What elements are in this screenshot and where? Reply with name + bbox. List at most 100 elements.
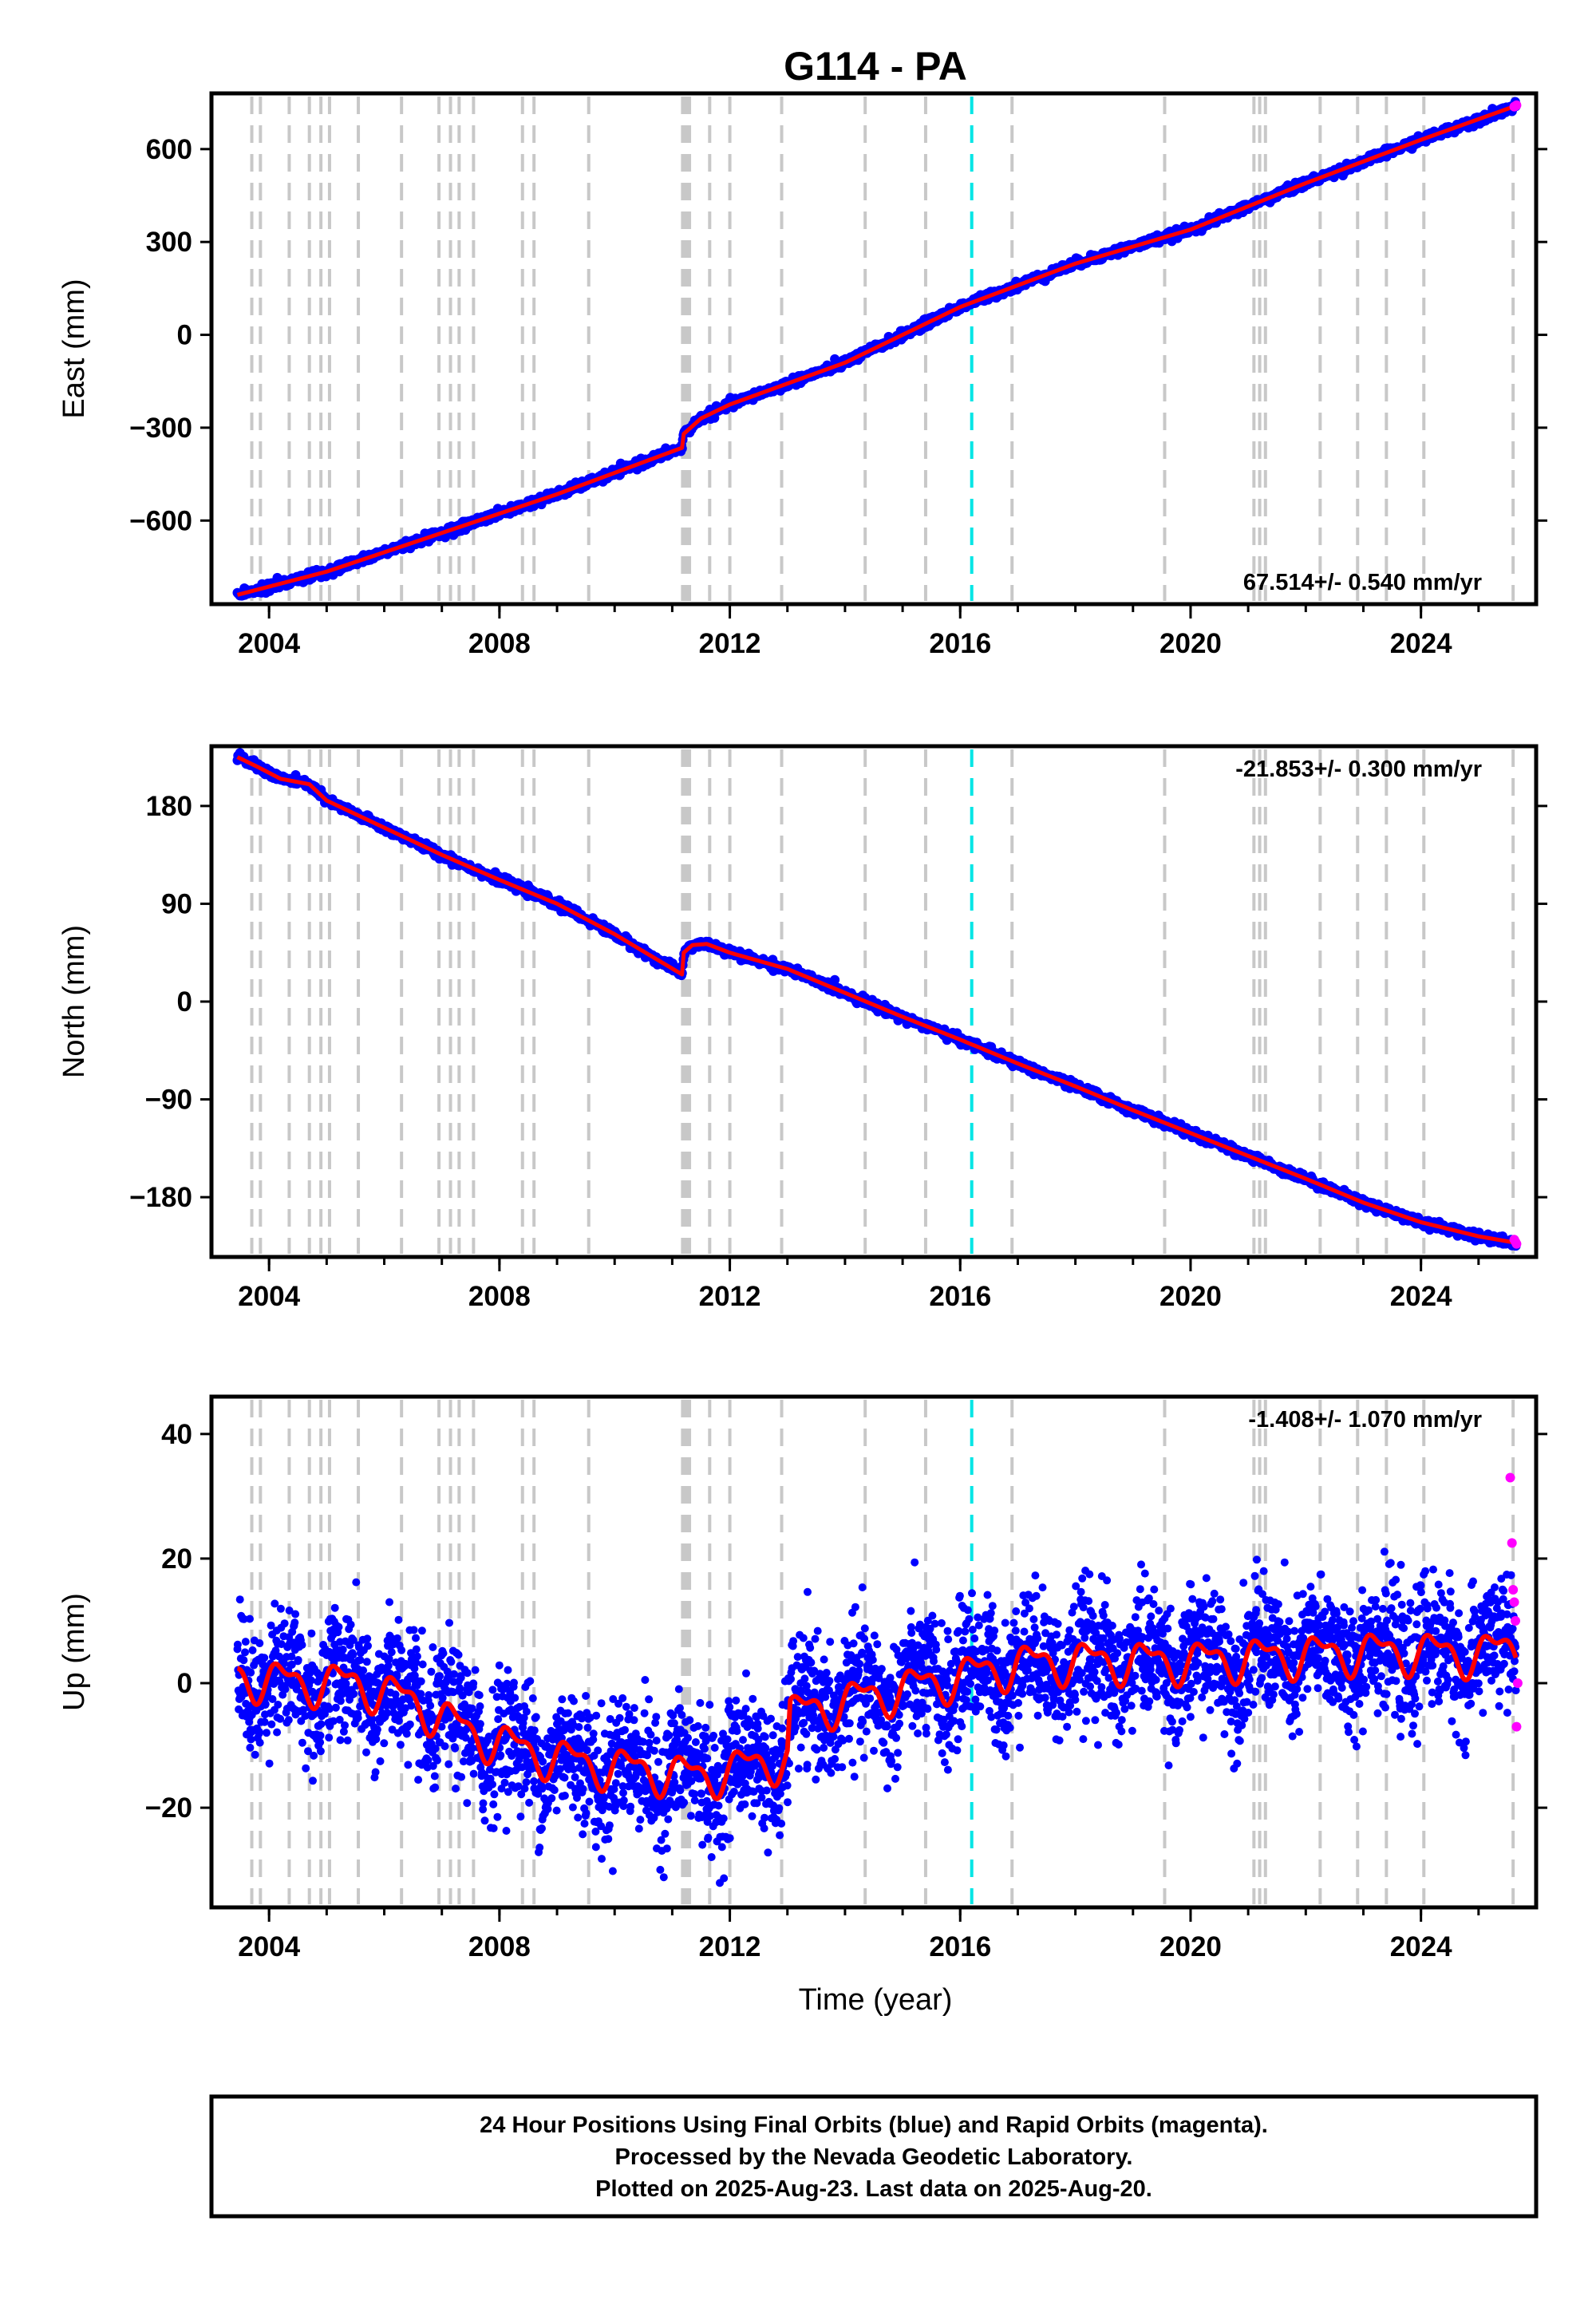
final-orbit-point [373,1725,381,1734]
final-orbit-point [447,1658,456,1666]
final-orbit-point [433,1756,441,1765]
x-tick-label: 2004 [238,628,300,659]
final-orbit-point [452,1784,460,1793]
final-orbit-point [393,1634,401,1642]
rapid-orbit-point [1511,1239,1522,1249]
final-orbit-point [349,1650,358,1659]
x-tick-label: 2016 [929,628,991,659]
final-orbit-point [317,1720,326,1729]
x-tick-label: 2024 [1390,628,1452,659]
final-orbit-point [451,1744,460,1753]
final-orbit-point [454,1650,463,1659]
final-orbit-point [263,1729,271,1737]
x-tick-label: 2004 [238,1281,300,1312]
y-tick-label: 90 [161,888,192,919]
y-tick-label: 600 [146,134,192,165]
final-orbit-point [298,1738,306,1747]
final-orbit-point [325,1733,334,1742]
final-orbit-point [341,1721,349,1729]
final-orbit-point [394,1615,403,1624]
y-tick-label: 180 [146,791,192,822]
final-orbit-point [247,1735,255,1744]
final-orbit-point [246,1743,255,1752]
final-orbit-point [427,1667,436,1676]
final-orbit-point [260,1717,269,1726]
final-orbit-point [248,1646,257,1654]
final-orbit-point [233,1640,242,1649]
final-orbit-point [385,1598,393,1607]
final-orbit-point [456,1684,464,1693]
final-orbit-point [436,1672,444,1681]
final-orbit-point [418,1660,427,1669]
x-tick-label: 2012 [699,628,761,659]
final-orbit-point [830,974,840,985]
final-orbit-points [233,1547,1520,1887]
final-orbit-point [426,1701,435,1710]
rate-label: 67.514+/- 0.540 mm/yr [1243,570,1482,595]
final-orbit-point [298,1641,306,1650]
final-orbit-point [316,1747,325,1756]
final-orbit-point [463,1799,472,1808]
final-orbit-point [430,1772,439,1780]
x-tick-label: 2012 [699,1281,761,1312]
final-orbit-point [307,1676,315,1685]
final-orbit-point [331,1703,340,1712]
x-tick-label: 2020 [1159,628,1222,659]
rapid-orbit-point [1511,100,1522,110]
final-orbit-point [255,1738,264,1747]
final-orbit-point [362,1658,371,1666]
final-orbit-point [302,1764,310,1773]
final-orbit-point [265,1759,274,1768]
y-tick-label: −90 [145,1085,192,1116]
final-orbit-point [291,1610,300,1618]
y-tick-label: −180 [129,1182,192,1213]
final-orbit-point [396,1741,405,1749]
final-orbit-point [271,1599,279,1608]
final-orbit-point [241,1638,250,1646]
final-orbit-point [310,1751,318,1760]
final-orbit-point [409,1626,418,1634]
final-orbit-point [336,1697,345,1705]
final-orbit-point [412,1634,420,1642]
final-orbit-point [431,1783,440,1792]
final-orbit-point [346,1620,355,1629]
final-orbit-point [281,1685,290,1694]
final-orbit-point [247,1668,255,1677]
final-orbit-point [284,1716,293,1725]
final-orbit-point [364,1642,372,1650]
final-orbit-point [343,1736,352,1745]
final-orbit-points [232,748,1521,1251]
x-tick-label: 2008 [468,628,531,659]
final-orbit-point [309,1777,317,1785]
final-orbit-point [387,1648,396,1657]
final-orbit-point [241,1648,249,1657]
y-tick-label: 0 [177,986,192,1018]
final-orbit-point [273,1728,282,1737]
final-orbit-point [274,1701,282,1709]
final-orbit-point [363,1634,372,1643]
final-orbit-point [354,1713,362,1722]
final-orbit-point [251,1750,259,1759]
final-orbit-point [267,1720,276,1729]
final-orbit-point [255,1728,263,1737]
final-orbit-point [290,1618,299,1627]
final-orbit-point [307,1629,316,1638]
final-orbit-point [425,1691,433,1699]
final-orbit-point [429,1643,437,1651]
y-tick-label: −600 [129,505,192,536]
final-orbit-point [334,1622,343,1631]
final-orbit-point [336,1736,345,1745]
final-orbit-point [384,1662,393,1670]
final-orbit-point [413,1652,421,1661]
final-orbit-point [316,1731,325,1740]
x-tick-label: 2016 [929,1281,991,1312]
final-orbit-point [350,1690,358,1698]
final-orbit-point [280,1619,289,1628]
final-orbit-point [246,1614,254,1623]
final-orbit-point [260,1654,269,1662]
final-orbit-point [276,1604,285,1613]
final-orbit-point [404,1761,413,1769]
final-orbit-point [235,1595,244,1604]
